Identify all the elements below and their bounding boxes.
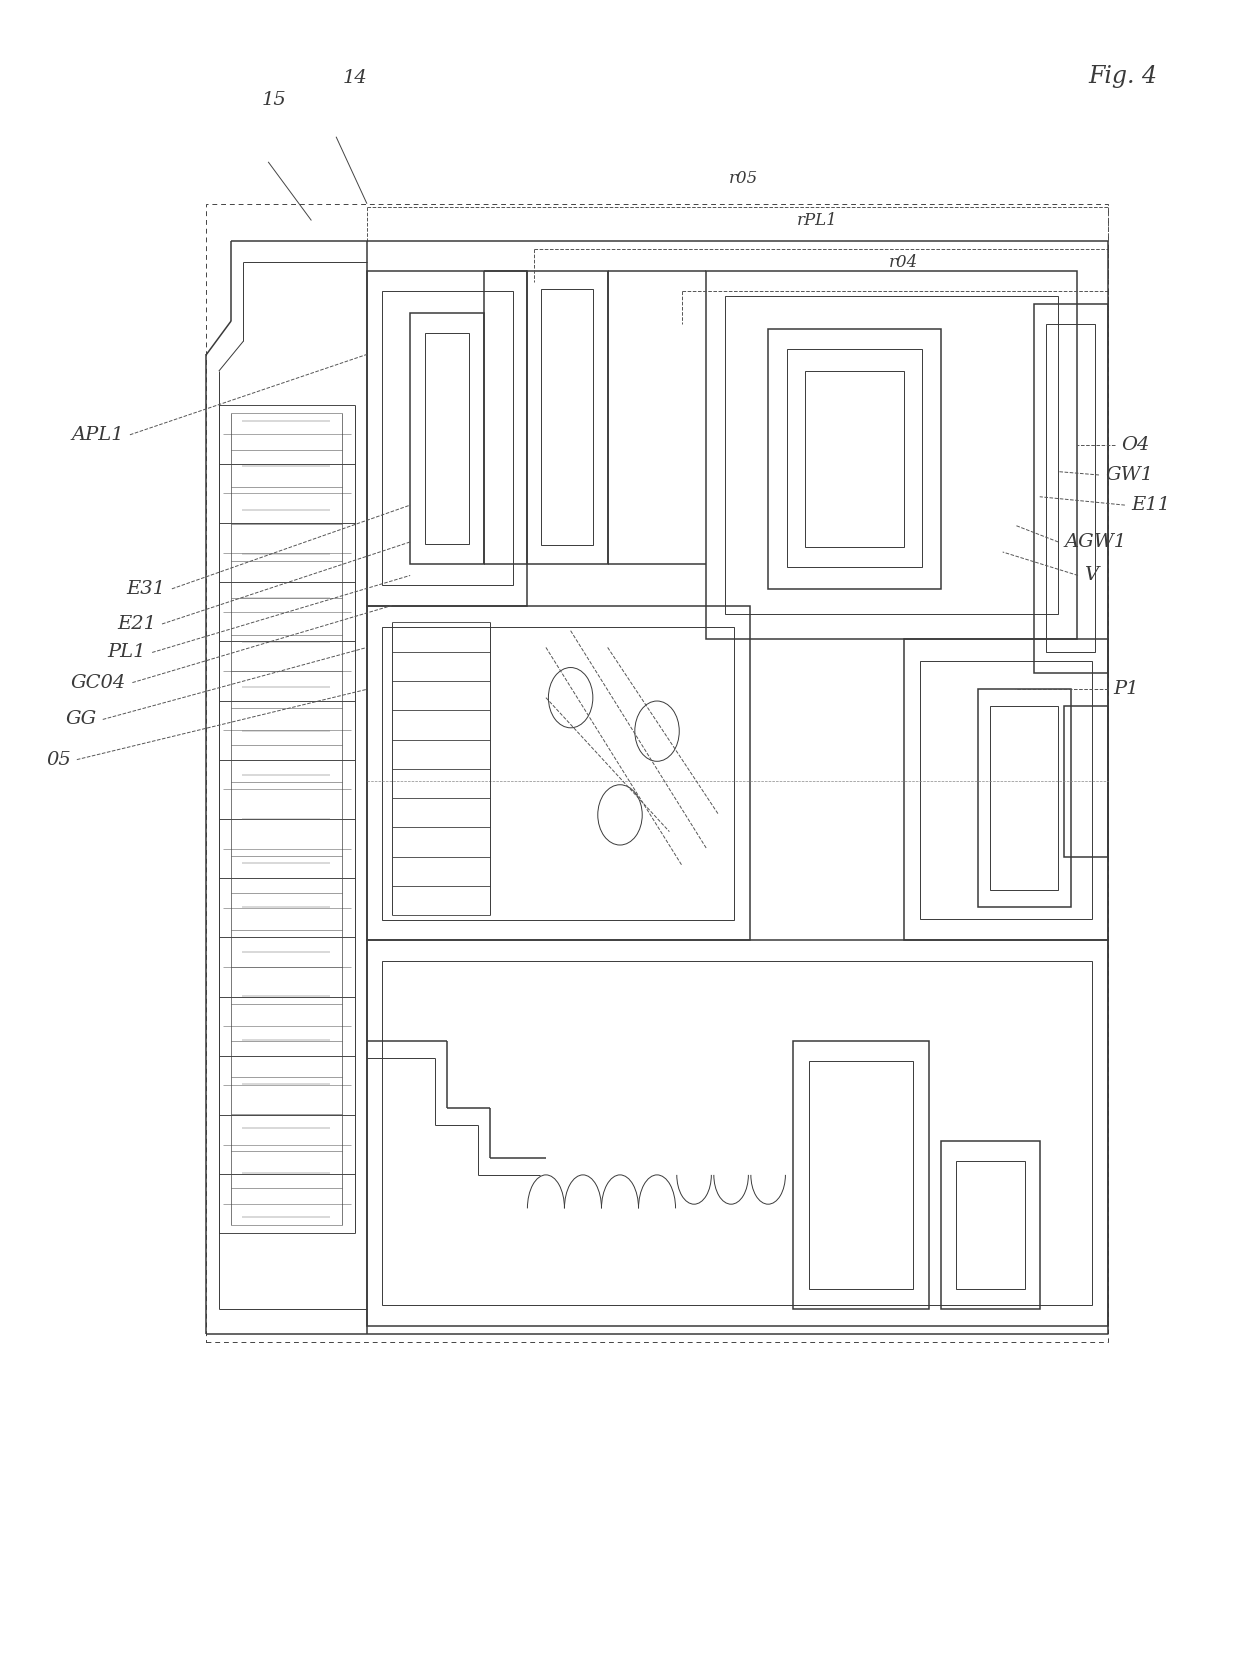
Text: P1: P1	[1114, 680, 1140, 699]
Bar	[382, 961, 1091, 1305]
Bar	[978, 689, 1070, 907]
Bar	[904, 638, 1107, 941]
Bar	[941, 1141, 1039, 1309]
Text: APL1: APL1	[71, 425, 124, 444]
Text: GC04: GC04	[71, 674, 126, 692]
Bar	[808, 1062, 913, 1289]
Bar	[786, 349, 923, 568]
Text: E11: E11	[1131, 496, 1171, 514]
Text: AGW1: AGW1	[1064, 533, 1126, 551]
Text: GG: GG	[66, 711, 97, 729]
Text: E21: E21	[117, 615, 156, 633]
Text: r04: r04	[889, 254, 919, 270]
Bar	[1033, 304, 1107, 672]
Bar	[207, 203, 1107, 1342]
Bar	[725, 296, 1058, 613]
Text: 15: 15	[262, 91, 286, 109]
Text: 05: 05	[46, 751, 71, 769]
Bar	[920, 660, 1091, 919]
Bar	[707, 270, 1076, 638]
Text: rPL1: rPL1	[797, 212, 838, 228]
Bar	[792, 1042, 929, 1309]
Text: GW1: GW1	[1105, 465, 1153, 484]
Text: E31: E31	[126, 580, 166, 598]
Bar	[541, 289, 593, 546]
Text: V: V	[1084, 566, 1099, 585]
Text: 14: 14	[342, 69, 367, 87]
Bar	[367, 605, 750, 941]
Text: PL1: PL1	[108, 643, 146, 662]
Bar	[382, 291, 512, 586]
Bar	[1064, 706, 1107, 857]
Bar	[527, 270, 608, 564]
Bar	[382, 627, 734, 921]
Bar	[367, 941, 1107, 1326]
Bar	[991, 706, 1058, 890]
Bar	[805, 371, 904, 548]
Text: O4: O4	[1121, 435, 1149, 454]
Bar	[956, 1161, 1025, 1289]
Bar	[410, 312, 484, 564]
Bar	[768, 329, 941, 588]
Bar	[1045, 324, 1095, 652]
Text: r05: r05	[729, 170, 758, 186]
Bar	[367, 270, 527, 605]
Text: Fig. 4: Fig. 4	[1087, 66, 1157, 87]
Bar	[425, 333, 470, 544]
